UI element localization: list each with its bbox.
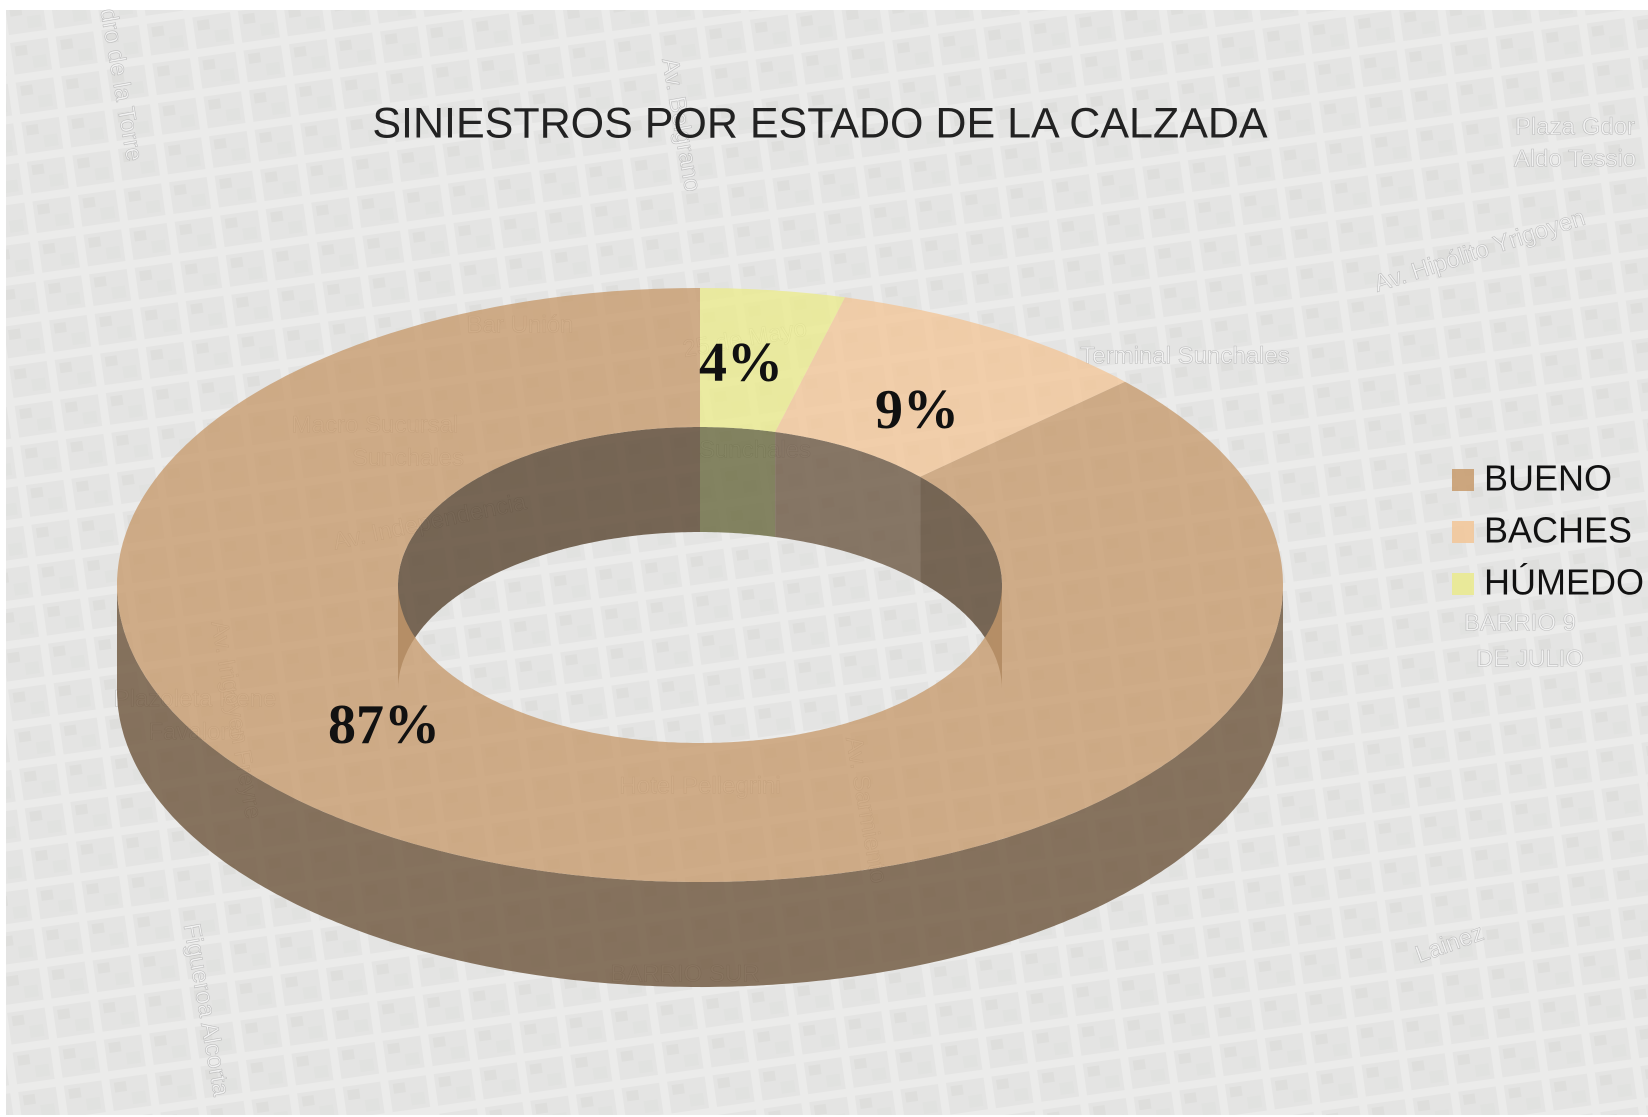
chart-title: SINIESTROS POR ESTADO DE LA CALZADA: [372, 99, 1268, 147]
map-label: BARRIO 9: [1464, 609, 1576, 636]
map-label: Aldo Tessio: [1514, 145, 1636, 172]
data-label: 9%: [875, 379, 959, 441]
data-label: 4%: [699, 332, 783, 394]
data-label: 87%: [328, 694, 440, 756]
legend-swatch: [1452, 521, 1474, 543]
legend-swatch: [1452, 469, 1474, 491]
legend-label: BUENO: [1484, 458, 1612, 499]
legend-label: HÚMEDO: [1484, 562, 1644, 603]
slice-inner-wall: [700, 427, 775, 537]
legend-swatch: [1452, 573, 1474, 595]
map-label: Terminal Sunchales: [1080, 342, 1289, 369]
page: Bar UniónTerminal SunchalesMacro Sucursa…: [0, 0, 1648, 1117]
map-label: Plaza Gdor: [1515, 113, 1635, 140]
chart: Bar UniónTerminal SunchalesMacro Sucursa…: [0, 0, 1648, 1117]
legend-label: BACHES: [1484, 510, 1632, 551]
map-label: DE JULIO: [1476, 645, 1584, 672]
